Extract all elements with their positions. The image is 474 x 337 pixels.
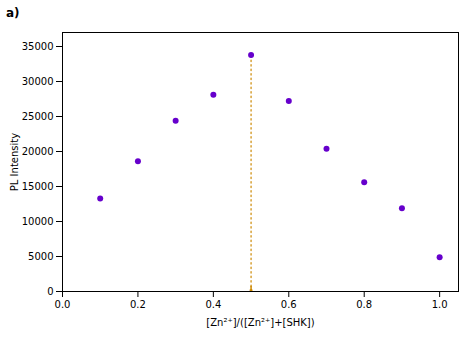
svg-text:1.0: 1.0 [432, 299, 448, 310]
svg-text:[Zn²⁺]/([Zn²⁺]+[SHK]): [Zn²⁺]/([Zn²⁺]+[SHK]) [206, 317, 314, 328]
svg-text:0: 0 [47, 286, 53, 297]
svg-text:25000: 25000 [22, 111, 54, 122]
svg-text:0.8: 0.8 [356, 299, 372, 310]
html-text:a): a) [6, 6, 20, 20]
svg-text:0.6: 0.6 [281, 299, 297, 310]
svg-text:20000: 20000 [22, 146, 54, 157]
svg-text:PL Intensity: PL Intensity [9, 133, 20, 191]
svg-text:10000: 10000 [22, 216, 54, 227]
svg-text:5000: 5000 [28, 251, 53, 262]
svg-text:0.0: 0.0 [55, 299, 71, 310]
svg-text:30000: 30000 [22, 76, 54, 87]
svg-text:0.4: 0.4 [205, 299, 221, 310]
svg-text:15000: 15000 [22, 181, 54, 192]
svg-text:0.2: 0.2 [130, 299, 146, 310]
svg-text:35000: 35000 [22, 41, 54, 52]
